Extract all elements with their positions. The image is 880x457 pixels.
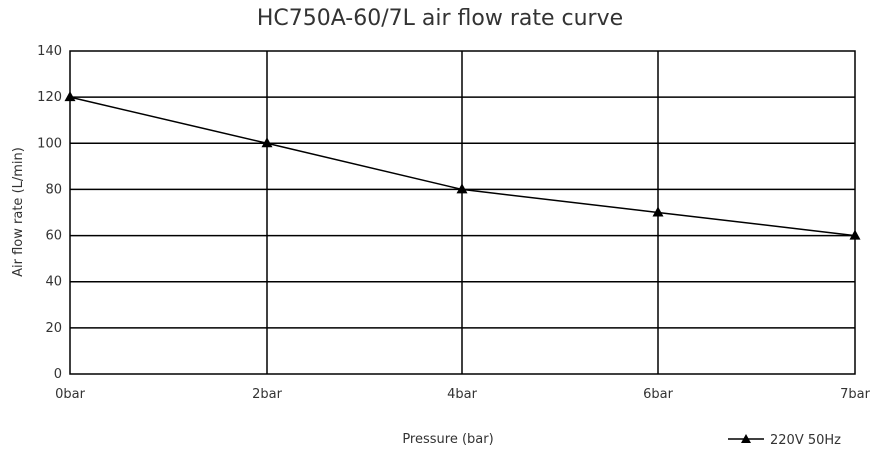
x-tick-label: 0bar — [55, 387, 85, 402]
y-tick-label: 80 — [45, 182, 62, 197]
data-point — [652, 206, 664, 217]
data-point — [456, 183, 468, 194]
y-tick-labels: 0 20 40 60 80 100 120 140 — [37, 44, 62, 382]
x-tick-label: 4bar — [447, 387, 477, 402]
y-tick-label: 20 — [45, 321, 62, 336]
y-tick-label: 120 — [37, 90, 62, 105]
x-tick-label: 2bar — [252, 387, 282, 402]
x-tick-labels: 0bar 2bar 4bar 6bar 7bar — [55, 387, 870, 402]
series-layer — [64, 91, 861, 240]
y-tick-label: 0 — [54, 367, 62, 382]
y-tick-label: 100 — [37, 136, 62, 151]
y-tick-label: 40 — [45, 275, 62, 290]
chart-title: HC750A-60/7L air flow rate curve — [256, 6, 624, 31]
grid — [69, 50, 856, 375]
data-point — [64, 91, 76, 102]
x-tick-label: 6bar — [643, 387, 673, 402]
x-axis-label: Pressure (bar) — [402, 432, 493, 447]
legend: 220V 50Hz — [728, 433, 841, 448]
y-tick-label: 140 — [37, 44, 62, 59]
legend-label: 220V 50Hz — [770, 433, 841, 448]
x-tick-label: 7bar — [840, 387, 870, 402]
data-point — [261, 137, 273, 148]
y-tick-label: 60 — [45, 229, 62, 244]
y-axis-label: Air flow rate (L/min) — [11, 147, 26, 277]
legend-marker — [741, 434, 751, 443]
data-point — [849, 229, 861, 240]
